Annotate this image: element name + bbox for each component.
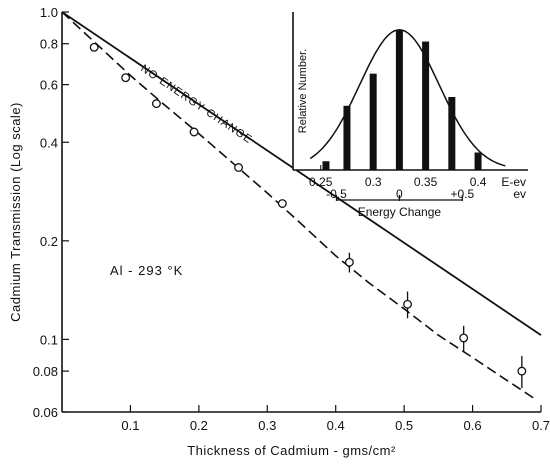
x-tick-label: 0.3 [258,418,276,433]
inset-x-axis-title: Energy Change [358,205,442,219]
y-tick-label: 0.8 [40,37,58,52]
series-no-energy-change-line [61,11,542,336]
inset-bar [395,29,403,171]
data-point [344,257,354,267]
data-point [459,333,469,343]
inset-top-tick-label: 0.35 [414,175,438,189]
inset-bottom-unit: ev [513,187,526,201]
y-tick-label: 0.6 [40,78,58,93]
x-axis-title: Thickness of Cadmium - gms/cm² [187,443,396,458]
inset-bar [369,73,377,170]
inset-background [293,12,528,170]
x-tick-label: 0.2 [190,418,208,433]
inset-top-tick-label: 0.25 [309,175,333,189]
series-dashed-curve [61,11,535,400]
inset-bar [474,152,482,170]
y-tick-label: 0.06 [33,405,58,420]
data-point [151,99,161,109]
inset-top-unit: E-ev [501,175,526,189]
inset-y-axis-title: Relative Number. [297,49,309,133]
data-point [89,42,99,52]
x-tick-label: 0.7 [532,418,550,433]
x-tick-label: 0.5 [395,418,413,433]
y-tick-label: 0.1 [40,332,58,347]
annotation-sample: Al - 293 °K [110,263,183,278]
data-point [121,73,131,83]
data-point [517,366,527,376]
inset-bar [322,161,330,170]
inset-top-tick-label: 0.3 [365,175,382,189]
x-tick-label: 0.6 [464,418,482,433]
y-tick-label: 0.4 [40,135,58,150]
y-tick-label: 0.2 [40,234,58,249]
data-point [277,199,287,208]
y-tick-label: 0.08 [33,364,58,379]
inset-bar [448,97,456,170]
data-point [189,127,199,137]
inset-bar [422,41,430,170]
inset-bottom-tick-label: 0 [396,187,403,201]
inset-top-tick-label: 0.4 [470,175,487,189]
inset-bottom-tick-label: -0.5 [326,187,347,201]
data-point [403,299,413,309]
data-point [234,163,243,172]
inset-plot: Relative Number. 0.25 0.3 0.35 0.4 E-ev -0.5 0 +… [292,12,528,219]
y-axis-title: Cadmium Transmission (Log scale) [8,102,23,322]
x-tick-label: 0.4 [327,418,345,433]
inset-bottom-tick-label: +0.5 [450,187,474,201]
inset-bar [343,105,351,170]
y-tick-label: 1.0 [40,5,58,20]
inset-distribution-curve [309,29,506,167]
x-tick-label: 0.1 [121,418,139,433]
